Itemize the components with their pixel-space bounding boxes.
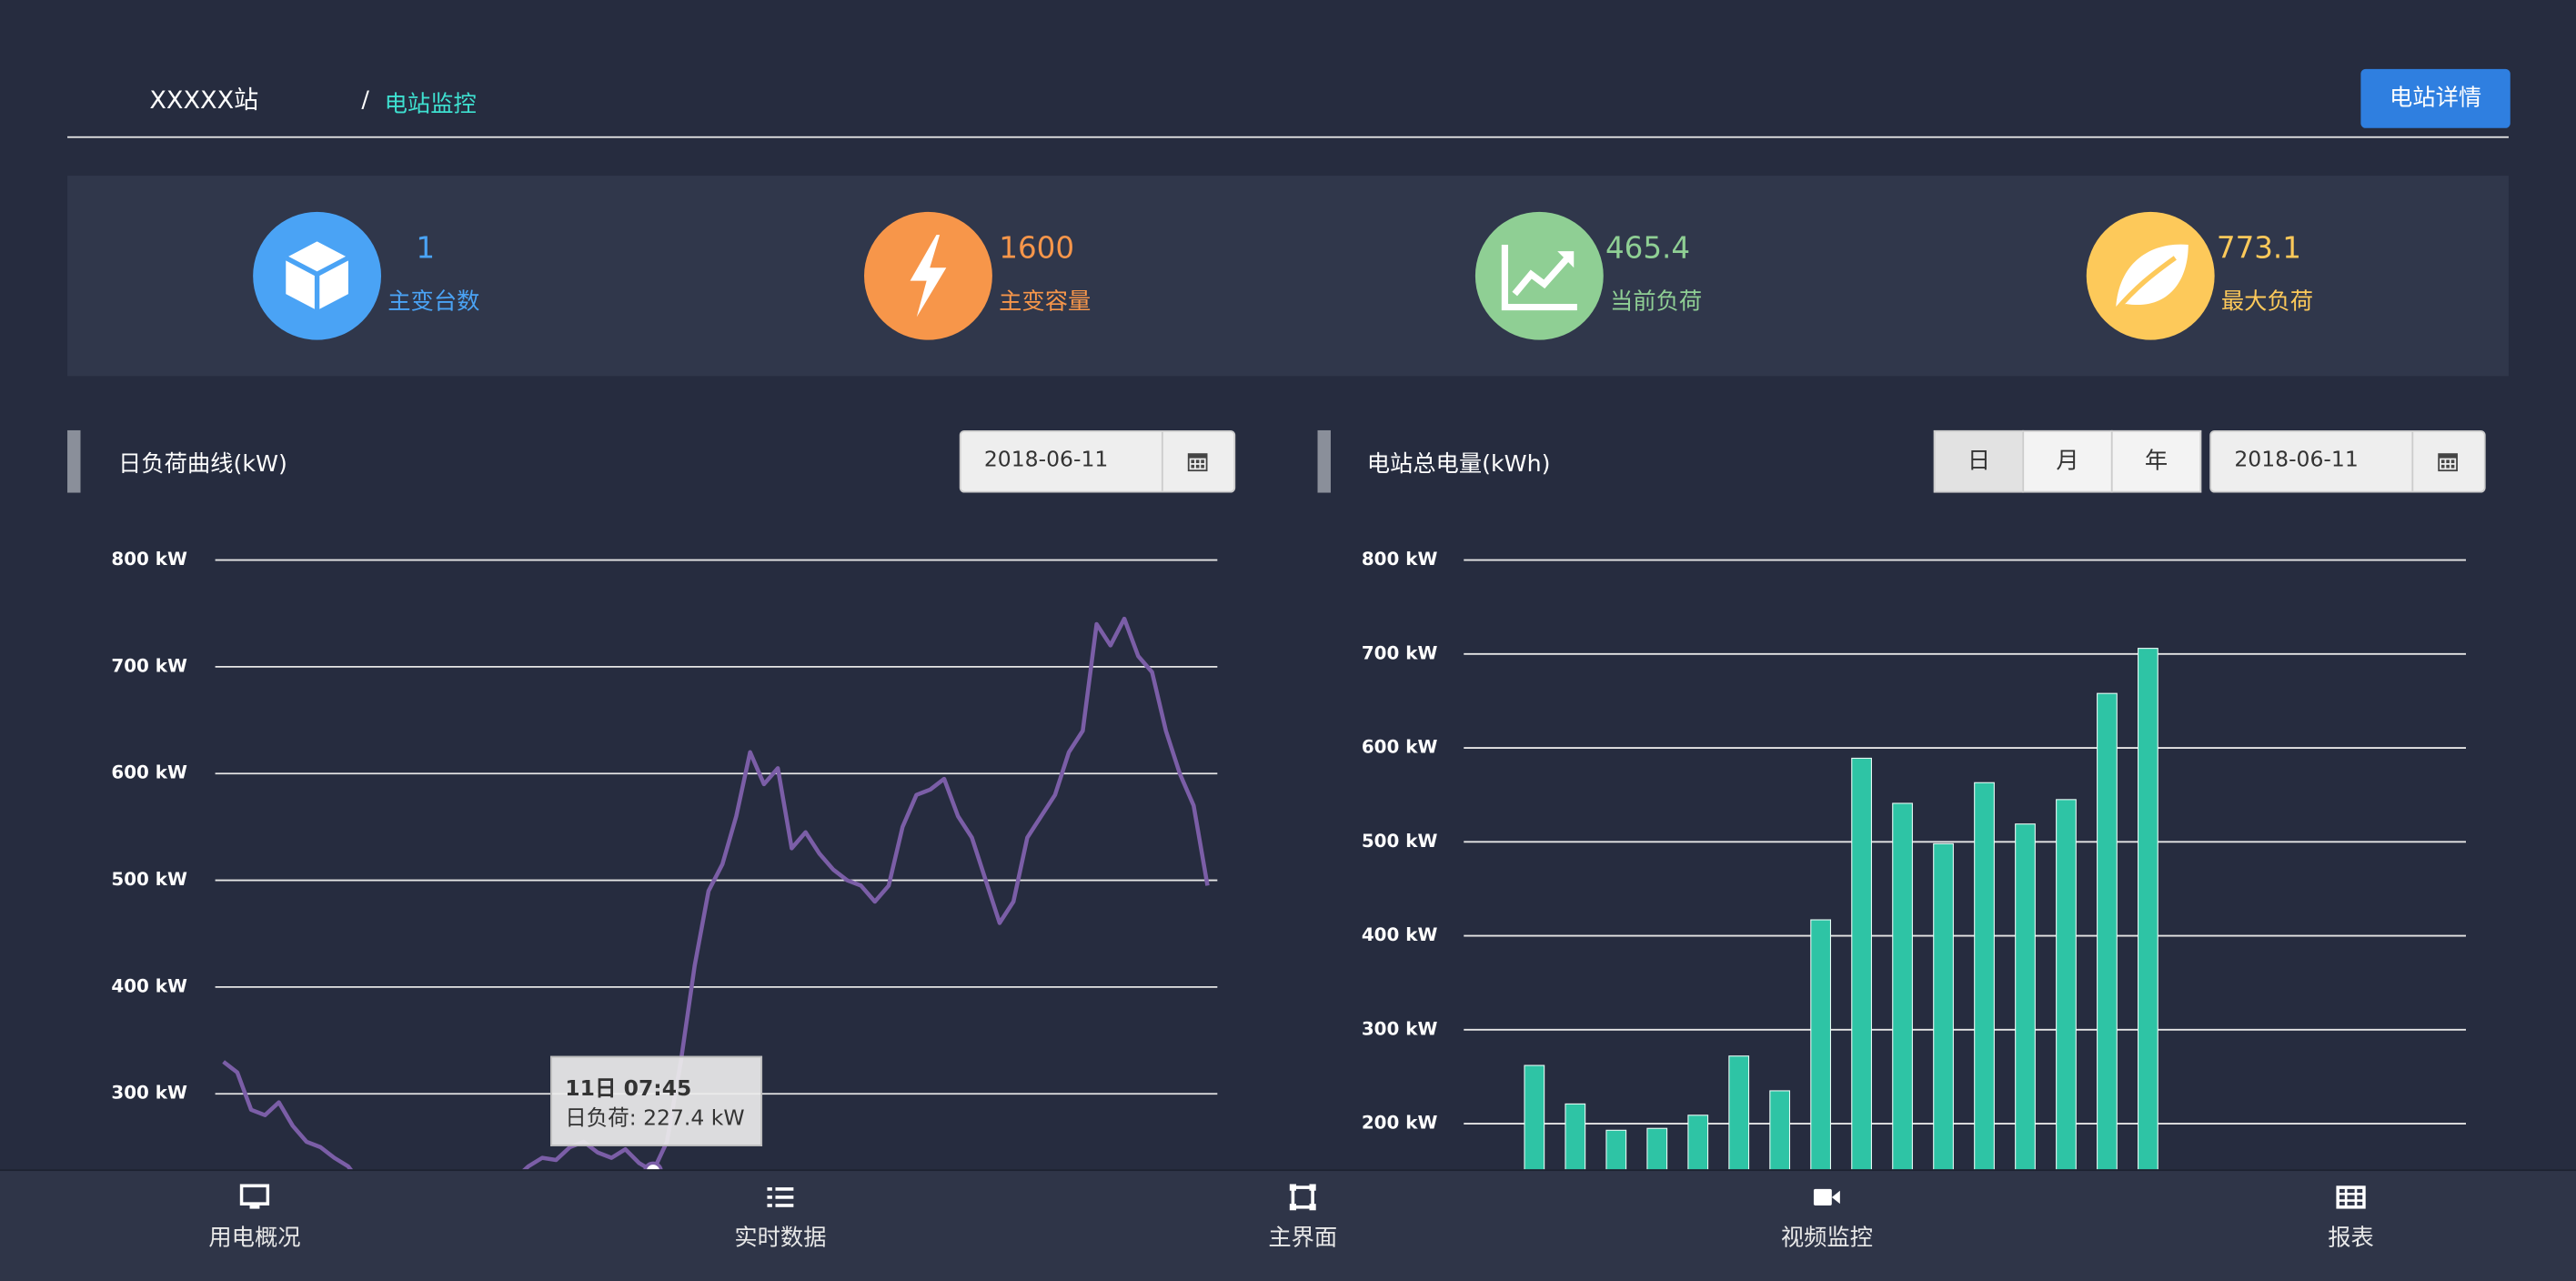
period-button[interactable]: 日	[1933, 429, 2025, 493]
period-button[interactable]: 年	[2110, 429, 2202, 493]
nav-label: 主界面	[1268, 1225, 1338, 1252]
y-tick-label: 600 kW	[1362, 737, 1438, 758]
stat-label: 当前负荷	[1609, 288, 1703, 316]
stat-icon	[1474, 211, 1604, 340]
stats-panel: 1 主变台数 1600 主变容量 465.4 当前负荷 773.1 最大负荷	[67, 176, 2509, 377]
y-tick-label: 300 kW	[1362, 1018, 1438, 1039]
stat-icon	[864, 211, 992, 340]
y-tick-label: 500 kW	[1362, 831, 1438, 852]
panel-marker	[1317, 429, 1331, 493]
bar	[2015, 823, 2036, 1281]
y-tick-label: 400 kW	[111, 975, 187, 996]
stat-label: 主变容量	[999, 288, 1092, 316]
bar	[2056, 799, 2077, 1281]
bar	[2138, 648, 2158, 1281]
calendar-icon	[2438, 453, 2458, 472]
bar	[1892, 802, 1913, 1281]
stat-label: 最大负荷	[2220, 288, 2314, 316]
y-tick-label: 600 kW	[111, 762, 187, 783]
stat-value: 1	[416, 231, 436, 267]
panel-title: 电站总电量(kWh)	[1366, 451, 1551, 479]
tooltip-text: 日负荷: 227.4 kW	[565, 1106, 745, 1132]
nav-label: 用电概况	[208, 1225, 301, 1252]
date-value: 2018-06-11	[983, 448, 1109, 473]
calendar-icon	[1187, 453, 1208, 472]
stat-icon	[2086, 211, 2215, 340]
stat-icon	[253, 211, 382, 340]
bottom-nav: 用电概况 实时数据 主界面 视频监控 报表	[0, 1169, 2576, 1281]
nav-item[interactable]: 用电概况	[156, 1171, 354, 1253]
bar	[1851, 757, 1872, 1281]
nav-item[interactable]: 报表	[2252, 1171, 2450, 1253]
tooltip-title: 11日 07:45	[565, 1077, 692, 1103]
y-tick-label: 500 kW	[111, 869, 187, 890]
nav-label: 视频监控	[1780, 1225, 1873, 1252]
y-tick-label: 800 kW	[111, 549, 187, 570]
stat-value: 1600	[999, 231, 1075, 267]
period-button[interactable]: 月	[2022, 429, 2113, 493]
y-tick-label: 300 kW	[111, 1083, 187, 1104]
date-picker[interactable]: 2018-06-11	[2209, 429, 2486, 493]
nav-label: 实时数据	[734, 1225, 827, 1252]
y-tick-label: 800 kW	[1362, 549, 1438, 570]
stat-value: 465.4	[1605, 231, 1691, 267]
panel-title: 日负荷曲线(kW)	[118, 451, 287, 479]
y-tick-label: 700 kW	[111, 655, 187, 676]
y-tick-label: 700 kW	[1362, 642, 1438, 663]
stat-value: 773.1	[2216, 231, 2301, 267]
nav-item[interactable]: 主界面	[1204, 1171, 1402, 1253]
date-value: 2018-06-11	[2234, 448, 2359, 473]
bar	[1974, 782, 1995, 1281]
tooltip: 11日 07:45 日负荷: 227.4 kW	[550, 1055, 763, 1146]
breadcrumb-current[interactable]: 电站监控	[384, 92, 477, 118]
date-picker[interactable]: 2018-06-11	[959, 429, 1236, 493]
y-tick-label: 400 kW	[1362, 924, 1438, 945]
divider	[1161, 431, 1163, 491]
nav-label: 报表	[2328, 1225, 2374, 1252]
breadcrumb-separator: /	[361, 86, 369, 114]
bar	[2097, 692, 2118, 1281]
details-button[interactable]: 电站详情	[2360, 68, 2511, 128]
divider	[2411, 431, 2414, 491]
nav-item[interactable]: 实时数据	[682, 1171, 880, 1253]
y-tick-label: 200 kW	[1362, 1113, 1438, 1134]
header-divider	[67, 136, 2509, 138]
stat-label: 主变台数	[387, 288, 480, 316]
panel-marker	[67, 429, 81, 493]
station-name: XXXXX站	[149, 85, 259, 116]
nav-item[interactable]: 视频监控	[1728, 1171, 1926, 1253]
